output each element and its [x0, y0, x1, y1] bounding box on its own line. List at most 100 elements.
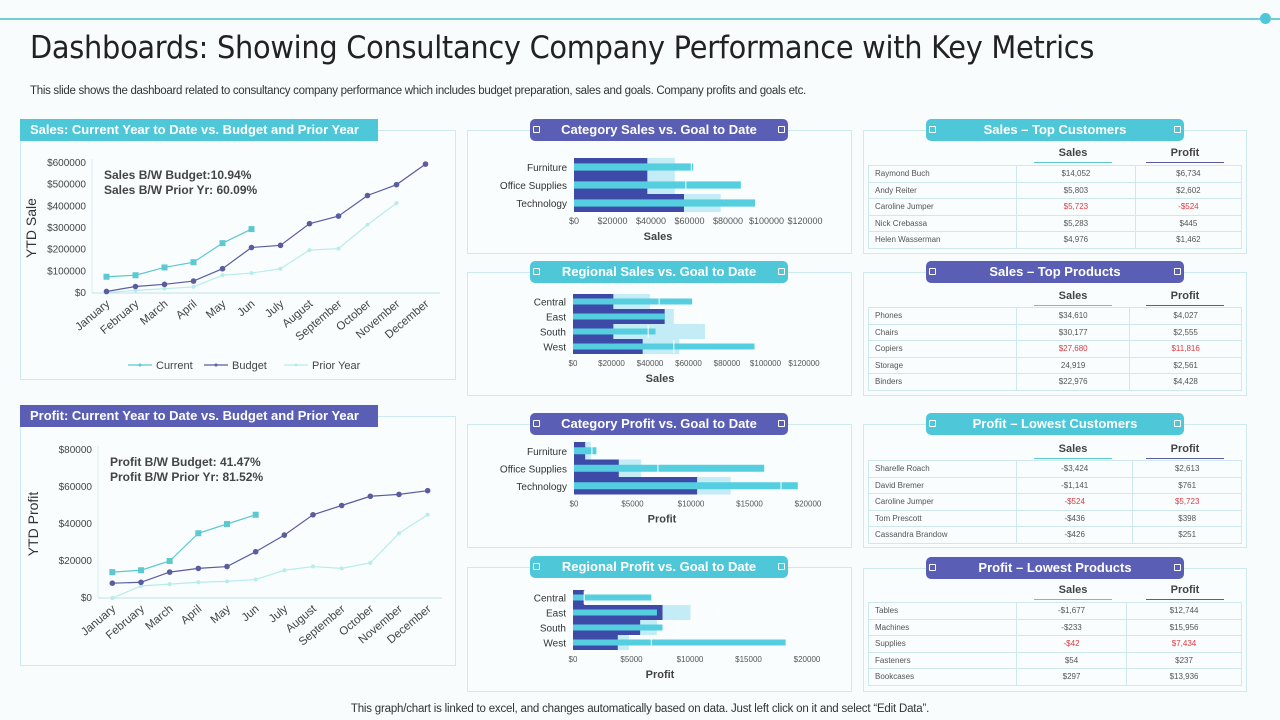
legend-label: Budget — [232, 360, 267, 372]
bar-actual — [574, 163, 694, 171]
handle-icon — [1174, 420, 1181, 427]
category-profit-chart[interactable]: Furniture Office Supplies Technology$0 $500… — [467, 438, 852, 543]
data-point-budget — [281, 532, 288, 538]
row-profit: $445 — [1134, 214, 1243, 232]
row-sales: -$42 — [1015, 635, 1128, 653]
x-axis-title: Profit — [646, 669, 675, 681]
y-tick-label: $600000 — [47, 158, 86, 169]
x-tick-label: $40000 — [637, 359, 664, 368]
legend-marker — [214, 363, 218, 367]
data-point-budget — [138, 579, 144, 586]
row-profit: $398 — [1132, 509, 1242, 527]
y-tick-label: $400000 — [47, 201, 86, 212]
data-point-prior-year — [139, 583, 143, 588]
data-point-prior-year — [133, 288, 138, 293]
y-tick-label: $100000 — [47, 266, 86, 277]
top-divider-dot — [1260, 13, 1271, 24]
col-header-profit-label: Profit — [1170, 584, 1200, 596]
legend-marker — [294, 363, 298, 367]
data-point-budget — [393, 181, 400, 188]
row-sales: -$436 — [1015, 509, 1134, 527]
sales-ytd-chart[interactable]: $0 $100000 $200000 $300000 $400000 $500000 $60… — [20, 145, 456, 380]
col-header-profit: Profit — [1142, 443, 1228, 459]
col-header-profit-label: Profit — [1170, 147, 1200, 159]
row-profit: -$524 — [1134, 198, 1243, 216]
y-tick-label: $20000 — [59, 556, 93, 567]
bar-actual — [573, 298, 693, 305]
row-sales: $27,680 — [1015, 340, 1131, 358]
category-label: West — [543, 343, 566, 354]
table-row: Bookcases $297 $13,936 — [868, 668, 1242, 686]
y-tick-label: $60000 — [59, 482, 93, 493]
row-name: Phones — [868, 307, 1017, 325]
category-label: Technology — [516, 482, 567, 493]
bar-actual — [573, 594, 652, 601]
handle-icon — [778, 563, 785, 570]
row-sales: -$233 — [1015, 618, 1128, 636]
row-profit: $6,734 — [1134, 165, 1243, 183]
x-tick-label: March — [143, 603, 175, 633]
lowest-products-table: Tables -$1,677 $12,744 Machines -$233 $15,956… — [868, 602, 1242, 686]
data-point-budget — [396, 491, 402, 498]
x-tick-label: $40000 — [636, 216, 666, 226]
category-label: South — [540, 328, 566, 339]
data-point-budget — [367, 493, 374, 500]
bar-actual — [573, 609, 657, 616]
row-name: Nick Crebassa — [868, 214, 1017, 232]
table-row: Storage 24,919 $2,561 — [868, 356, 1242, 374]
row-sales: 24,919 — [1015, 356, 1131, 374]
category-label: Office Supplies — [500, 181, 567, 192]
row-name: Andy Reiter — [868, 181, 1017, 199]
row-profit: $2,561 — [1129, 356, 1242, 374]
x-tick-label: $0 — [570, 500, 579, 509]
regional-sales-chart[interactable]: Central East South West$0 $20000 $40000 $60000… — [467, 288, 852, 393]
row-sales: -$524 — [1015, 493, 1134, 511]
category-profit-title: Category Profit vs. Goal to Date — [561, 416, 757, 431]
legend-marker — [138, 363, 142, 367]
row-sales: $5,283 — [1016, 214, 1136, 232]
x-tick-label: $80000 — [714, 359, 741, 368]
handle-icon — [778, 126, 785, 133]
table-row: Chairs $30,177 $2,555 — [868, 323, 1242, 341]
row-profit: $237 — [1126, 651, 1242, 669]
category-label: East — [546, 313, 566, 324]
annotation-text: Profit B/W Prior Yr: 81.52% — [110, 470, 263, 484]
row-sales: $30,177 — [1015, 323, 1131, 341]
row-name: Machines — [868, 618, 1017, 636]
x-tick-label: $100000 — [749, 216, 784, 226]
data-point-prior-year — [196, 580, 201, 585]
data-point-current — [219, 240, 226, 247]
category-sales-chart[interactable]: Furniture Office Supplies Technology$0 $200… — [467, 150, 852, 250]
x-tick-label: March — [138, 298, 170, 328]
row-name: Tom Prescott — [868, 509, 1017, 527]
x-tick-label: April — [179, 603, 204, 627]
bar-actual — [574, 447, 597, 455]
row-profit: $4,027 — [1129, 307, 1242, 325]
handle-icon — [533, 268, 540, 275]
row-sales: $14,052 — [1016, 165, 1136, 183]
annotation-text: Profit B/W Budget: 41.47% — [110, 455, 261, 469]
bar-actual — [573, 313, 665, 320]
data-point-budget — [161, 281, 168, 288]
x-tick-label: May — [209, 603, 234, 626]
category-profit-header: Category Profit vs. Goal to Date — [530, 413, 788, 435]
data-point-budget — [166, 569, 173, 575]
row-profit: $13,936 — [1126, 668, 1242, 686]
y-tick-label: $80000 — [59, 445, 93, 456]
row-name: Binders — [868, 373, 1017, 391]
col-header-profit-label: Profit — [1170, 290, 1200, 302]
y-tick-label: $40000 — [59, 519, 93, 530]
lowest-customers-header: Profit – Lowest Customers — [926, 413, 1184, 435]
y-tick-label: $200000 — [47, 245, 86, 256]
data-point-current — [224, 521, 230, 527]
data-point-prior-year — [162, 286, 167, 291]
row-profit: $7,434 — [1126, 635, 1242, 653]
x-tick-label: $20000 — [794, 655, 821, 664]
table-row: Phones $34,610 $4,027 — [868, 307, 1242, 325]
table-row: Tom Prescott -$436 $398 — [868, 509, 1242, 527]
row-profit: $251 — [1132, 526, 1242, 544]
regional-profit-chart[interactable]: Central East South West$0 $5000 $10000 $15000 $… — [467, 586, 852, 690]
data-point-budget — [422, 161, 429, 167]
data-point-budget — [306, 220, 313, 227]
